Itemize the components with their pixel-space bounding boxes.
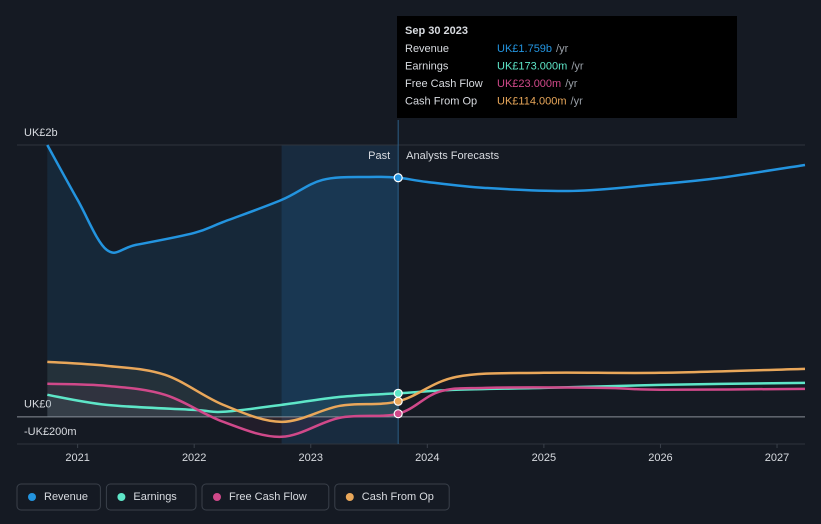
hover-dot — [393, 388, 403, 398]
tooltip-value-number: UK£114.000m — [497, 95, 567, 107]
legend-item[interactable]: Earnings — [105, 483, 197, 511]
legend-swatch — [345, 493, 354, 501]
legend-label: Free Cash Flow — [229, 491, 307, 503]
legend-box — [201, 483, 330, 511]
tooltip-unit: /yr — [556, 43, 569, 55]
legend-box — [105, 483, 197, 511]
tooltip-value: UK£1.759b/yr — [497, 43, 569, 55]
tooltip-label: Earnings — [405, 60, 449, 72]
y-tick-label: UK£0 — [24, 399, 52, 411]
x-tick-label: 2022 — [182, 452, 206, 464]
tooltip-unit: /yr — [571, 95, 584, 107]
hover-dot — [393, 409, 403, 419]
series-line — [47, 381, 806, 414]
past-area — [47, 393, 399, 417]
x-tick-label: 2024 — [415, 452, 439, 464]
tooltip-unit: /yr — [571, 60, 584, 72]
x-tick-label: 2023 — [299, 452, 323, 464]
legend-label: Revenue — [44, 491, 88, 503]
tooltip-value-number: UK£1.759b — [497, 43, 552, 55]
tooltip-date: Sep 30 2023 — [405, 25, 468, 37]
y-tick-label: -UK£200m — [24, 426, 77, 438]
legend-swatch — [28, 493, 36, 501]
legend-swatch — [213, 493, 221, 501]
tooltip-label: Revenue — [405, 43, 449, 55]
tooltip-value: UK£114.000m/yr — [497, 95, 583, 107]
tooltip-label: Free Cash Flow — [405, 78, 483, 90]
x-tick-label: 2026 — [648, 452, 672, 464]
tooltip-value: UK£23.000m/yr — [497, 78, 578, 90]
x-tick-label: 2027 — [765, 452, 789, 464]
legend-label: Cash From Op — [362, 491, 434, 503]
legend-item[interactable]: Free Cash Flow — [201, 483, 330, 511]
tooltip-label: Cash From Op — [405, 95, 477, 107]
legend-swatch — [117, 493, 126, 501]
legend-item[interactable]: Revenue — [16, 483, 101, 511]
past-area — [47, 145, 399, 417]
series-line — [46, 144, 806, 254]
tooltip — [397, 16, 737, 118]
legend-item[interactable]: Cash From Op — [334, 483, 450, 511]
past-label: Past — [368, 150, 390, 162]
legend-label: Earnings — [133, 491, 177, 503]
series-line — [47, 360, 806, 424]
tooltip-value-number: UK£23.000m — [497, 78, 561, 90]
hover-dot — [393, 173, 403, 183]
x-tick-label: 2025 — [532, 452, 556, 464]
tooltip-value: UK£173.000m/yr — [497, 60, 584, 72]
legend-box — [16, 483, 101, 511]
tooltip-value-number: UK£173.000m — [497, 60, 567, 72]
hover-dot — [393, 396, 403, 406]
tooltip-unit: /yr — [565, 78, 578, 90]
forecast-label: Analysts Forecasts — [406, 150, 499, 162]
past-area — [47, 383, 399, 437]
legend-box — [334, 483, 450, 511]
y-tick-label: UK£2b — [24, 127, 58, 139]
x-tick-label: 2021 — [65, 452, 89, 464]
